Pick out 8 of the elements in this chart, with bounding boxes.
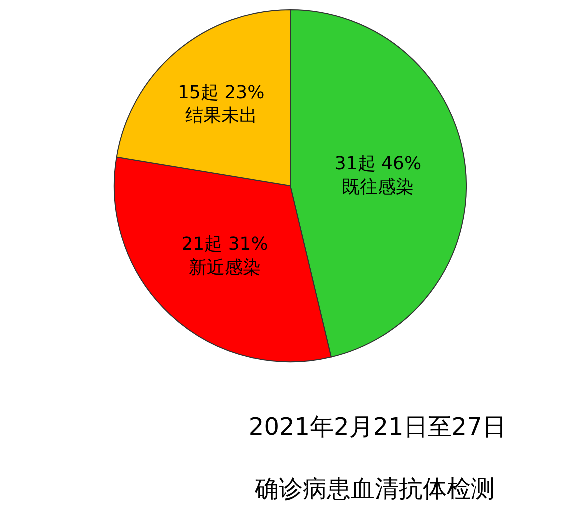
slice-label: 既往感染 <box>342 176 414 198</box>
slice-label: 结果未出 <box>185 106 258 127</box>
text: 2021年2月21日至27日 <box>248 413 506 442</box>
data-label: 31起 46% <box>334 154 422 175</box>
text: 确诊病患血清抗体检测 <box>254 475 495 503</box>
data-label: 21起 31% <box>182 234 268 256</box>
data-label: 15起 23% <box>178 82 265 104</box>
slice-label: 新近感染 <box>189 258 262 279</box>
